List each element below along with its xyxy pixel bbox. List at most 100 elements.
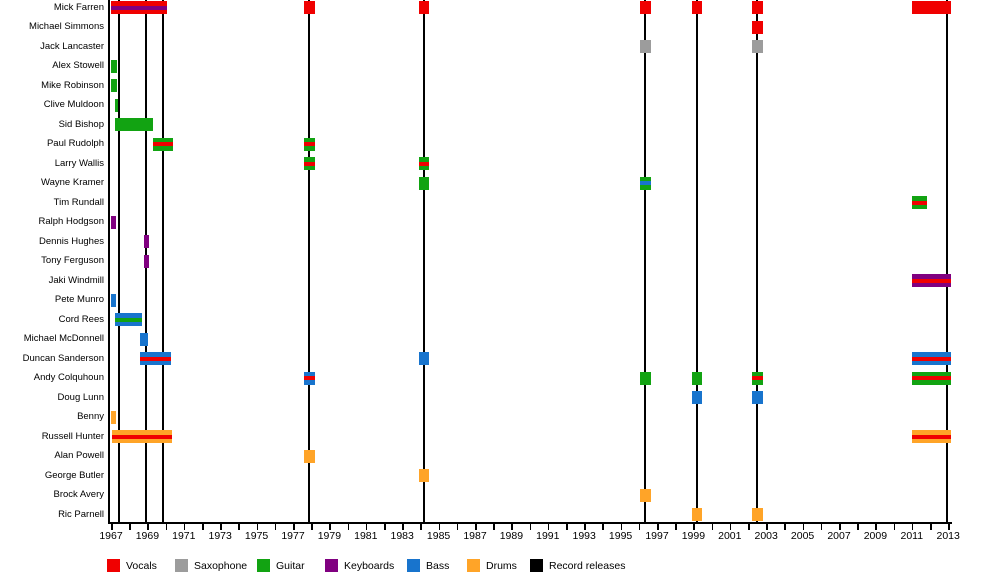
timeline-bar xyxy=(303,1,315,14)
axis-tick xyxy=(784,524,786,530)
axis-tick xyxy=(420,524,422,530)
member-label: Ric Parnell xyxy=(58,508,104,520)
member-label: Brock Avery xyxy=(53,489,104,500)
axis-tick-label: 1975 xyxy=(244,530,269,542)
keyboards-color-swatch xyxy=(325,559,338,572)
axis-tick xyxy=(657,524,659,530)
timeline-bar xyxy=(911,430,951,443)
axis-tick-label: 2011 xyxy=(900,530,924,542)
timeline-bar xyxy=(140,332,149,346)
axis-tick-label: 2013 xyxy=(936,530,960,542)
timeline-bar xyxy=(418,176,430,190)
record-release-line xyxy=(644,0,647,522)
axis-tick xyxy=(475,524,477,530)
timeline-bar xyxy=(639,1,651,14)
timeline-bar xyxy=(911,274,951,287)
legend-label: Saxophone xyxy=(194,560,248,572)
timeline-bar xyxy=(111,293,117,307)
timeline-bar xyxy=(114,118,153,131)
axis-tick xyxy=(311,524,313,530)
member-label: Cord Rees xyxy=(58,313,104,325)
axis-tick xyxy=(584,524,586,530)
axis-tick xyxy=(329,524,331,530)
axis-tick xyxy=(147,524,149,530)
member-label: Clive Muldoon xyxy=(43,99,104,110)
member-label: Jack Lancaster xyxy=(40,40,104,52)
timeline-bar xyxy=(111,215,116,229)
timeline-bar xyxy=(751,371,763,385)
timeline-bar xyxy=(111,1,168,14)
vocals-color-swatch xyxy=(107,559,120,572)
axis-tick-label: 1991 xyxy=(536,530,560,542)
member-label: Tim Rundall xyxy=(53,196,104,208)
record-release-line xyxy=(118,0,121,522)
axis-tick xyxy=(511,524,513,530)
timeline-bar xyxy=(751,391,763,404)
drums-color-swatch xyxy=(467,559,480,572)
timeline-bar xyxy=(751,40,763,53)
timeline-bar xyxy=(691,508,703,521)
timeline-bar xyxy=(111,430,172,443)
axis-tick xyxy=(802,524,805,530)
axis-tick xyxy=(493,524,495,530)
member-label: Benny xyxy=(77,411,104,422)
axis-tick xyxy=(547,524,550,530)
member-label: Larry Wallis xyxy=(54,157,104,169)
axis-tick xyxy=(165,524,168,530)
bar-stripe xyxy=(303,142,315,146)
axis-tick-label: 1985 xyxy=(426,530,451,542)
axis-tick xyxy=(384,524,386,530)
timeline-bar xyxy=(639,371,651,385)
timeline-bar xyxy=(911,352,951,365)
bar-stripe xyxy=(303,376,315,380)
bar-stripe xyxy=(111,5,168,10)
axis-tick xyxy=(766,524,768,530)
timeline-bar xyxy=(751,20,763,34)
record-release-line xyxy=(696,0,699,522)
bar-stripe xyxy=(911,356,951,361)
member-label: Duncan Sanderson xyxy=(22,352,104,364)
axis-tick xyxy=(875,524,877,530)
axis-tick-label: 1969 xyxy=(135,530,160,542)
axis-tick-label: 1973 xyxy=(208,530,232,542)
timeline-bar xyxy=(691,371,703,385)
member-label: Ralph Hodgson xyxy=(38,216,105,227)
legend-label: Drums xyxy=(486,560,517,572)
timeline-bar xyxy=(303,449,315,463)
timeline-bar xyxy=(114,98,118,112)
axis-tick xyxy=(620,524,623,530)
timeline-bar xyxy=(639,488,651,502)
timeline-bar xyxy=(751,1,763,14)
member-label: Paul Rudolph xyxy=(46,138,104,149)
bass-color-swatch xyxy=(407,559,420,572)
bar-stripe xyxy=(911,376,951,380)
bar-stripe xyxy=(114,317,142,322)
axis-tick xyxy=(183,524,186,530)
axis-tick xyxy=(602,524,604,530)
timeline-bar xyxy=(152,137,173,151)
axis-tick xyxy=(293,524,295,530)
timeline-bar xyxy=(111,410,116,424)
member-label: Doug Lunn xyxy=(57,391,104,403)
timeline-bar xyxy=(303,157,315,170)
member-label: Russell Hunter xyxy=(41,430,104,442)
timeline-bar xyxy=(639,176,651,190)
axis-tick xyxy=(748,524,750,530)
timeline-bar xyxy=(303,371,315,385)
bar-stripe xyxy=(639,181,651,185)
axis-tick-label: 1993 xyxy=(572,530,596,542)
axis-tick-label: 1979 xyxy=(317,530,342,542)
axis-tick-label: 1999 xyxy=(681,530,706,542)
axis-tick-label: 2007 xyxy=(827,530,851,542)
timeline-bar xyxy=(111,59,118,73)
axis-tick xyxy=(220,524,222,530)
member-label: Wayne Kramer xyxy=(41,177,104,188)
bar-stripe xyxy=(152,142,173,146)
member-label: Tony Ferguson xyxy=(41,255,104,266)
axis-tick-label: 1995 xyxy=(608,530,633,542)
timeline-bar xyxy=(418,1,430,14)
bar-stripe xyxy=(751,376,763,380)
axis-tick xyxy=(347,524,350,530)
axis-tick-label: 1989 xyxy=(499,530,524,542)
timeline-bar xyxy=(691,391,703,404)
